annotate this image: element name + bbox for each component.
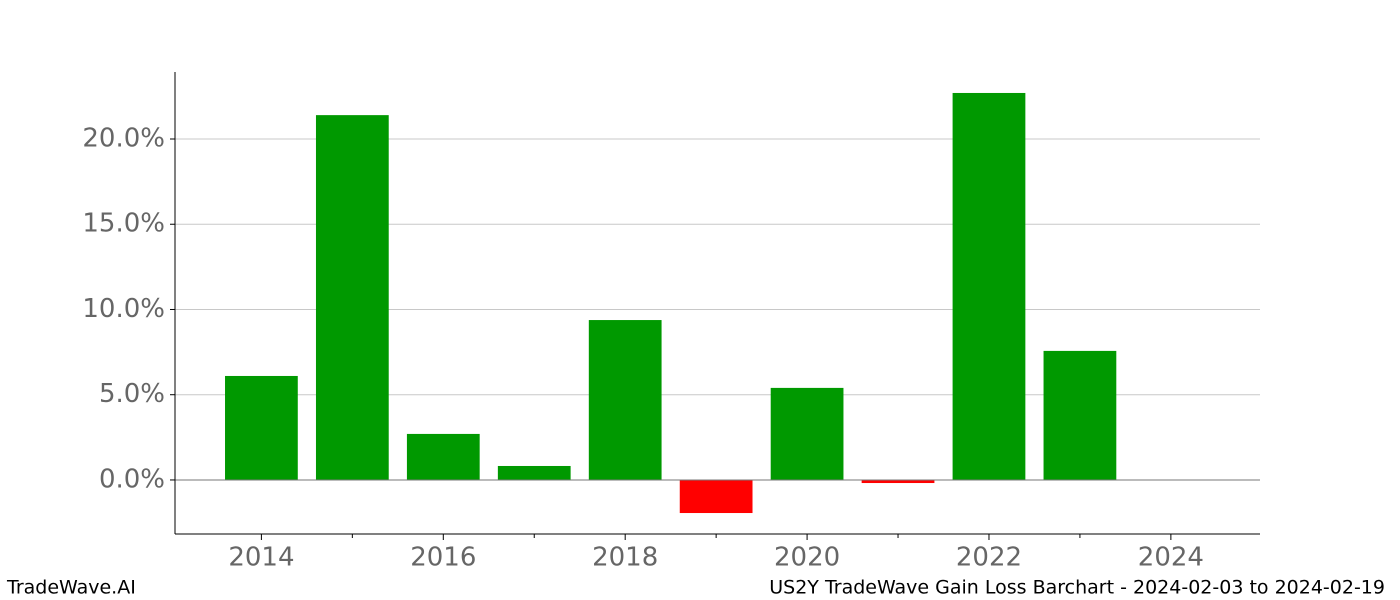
x-tick-label: 2022 — [956, 543, 1022, 573]
x-tick-label: 2018 — [592, 543, 658, 573]
x-tick-label: 2014 — [228, 543, 294, 573]
chart-title: US2Y TradeWave Gain Loss Barchart - 2024… — [769, 577, 1385, 599]
bar — [679, 479, 753, 514]
x-tick-label: 2024 — [1138, 543, 1204, 573]
x-tick-label: 2020 — [774, 543, 840, 573]
bar — [588, 320, 662, 480]
bar — [315, 115, 389, 480]
y-tick-label: 5.0% — [99, 379, 165, 409]
footer: TradeWave.AI — [6, 577, 136, 599]
y-tick-label: 10.0% — [82, 294, 165, 324]
bar — [497, 465, 571, 480]
bar — [225, 375, 298, 480]
bar — [952, 92, 1026, 480]
bar — [406, 433, 480, 480]
y-tick-label: 20.0% — [82, 123, 165, 153]
bar — [1043, 350, 1117, 480]
bar — [861, 479, 935, 484]
x-tick-label: 2016 — [410, 543, 476, 573]
y-tick-label: 15.0% — [82, 209, 165, 239]
y-tick-label: 0.0% — [99, 464, 165, 494]
bar — [770, 387, 844, 480]
